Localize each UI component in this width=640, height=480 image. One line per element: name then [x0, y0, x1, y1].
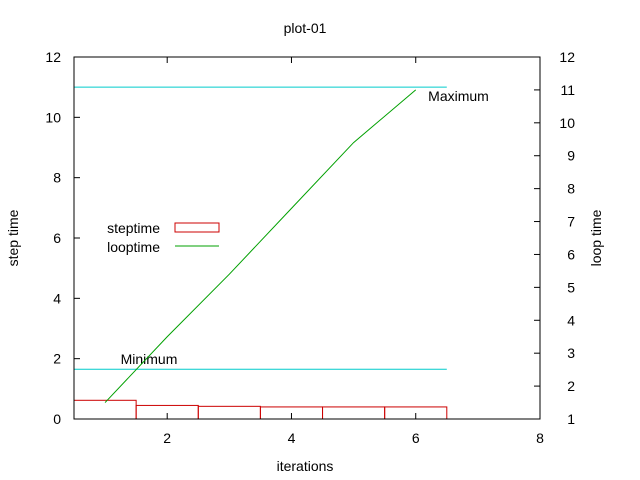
chart-title: plot-01	[284, 20, 327, 36]
y2-tick-label: 11	[560, 82, 575, 98]
steptime-bar	[73, 399, 137, 420]
y2-axis-label: loop time	[588, 209, 604, 266]
x-tick-label: 6	[412, 430, 420, 446]
legend: steptime looptime	[107, 220, 220, 255]
reference-label-maximum: Maximum	[428, 88, 489, 104]
y-axis-label: step time	[5, 209, 21, 266]
y-tick-label: 4	[53, 290, 61, 306]
y-tick-label: 6	[53, 230, 61, 246]
looptime-line	[104, 89, 417, 403]
y2-tick-label: 1	[567, 411, 575, 427]
looptime-line-layer	[104, 89, 417, 403]
x-tick-label: 4	[288, 430, 296, 446]
y2-tick-label: 5	[567, 279, 575, 295]
steptime-bar	[197, 405, 261, 420]
y2-tick-label: 6	[567, 246, 575, 262]
y2-tick-label: 12	[559, 49, 575, 65]
x-axis-label: iterations	[277, 458, 334, 474]
x-tick-label: 2	[163, 430, 171, 446]
y-tick-label: 10	[45, 109, 61, 125]
y2-tick-label: 2	[567, 378, 575, 394]
x-tick-label: 8	[536, 430, 544, 446]
y2-tick-label: 8	[567, 181, 575, 197]
y-tick-label: 0	[53, 411, 61, 427]
y-tick-label: 2	[53, 351, 61, 367]
y2-tick-label: 4	[567, 312, 575, 328]
y-tick-label: 8	[53, 170, 61, 186]
plot-frame	[73, 56, 541, 420]
steptime-bars	[73, 399, 448, 420]
y2-tick-label: 9	[567, 148, 575, 164]
legend-label-steptime: steptime	[107, 220, 160, 236]
y-tick-label: 12	[45, 49, 61, 65]
steptime-bar	[322, 406, 386, 420]
y2-tick-label: 10	[559, 115, 575, 131]
y2-tick-label: 7	[567, 214, 575, 230]
reference-lines: Maximum Minimum	[74, 86, 489, 370]
legend-label-looptime: looptime	[107, 239, 160, 255]
y2-tick-label: 3	[567, 345, 575, 361]
legend-swatch-steptime	[174, 222, 220, 233]
reference-label-minimum: Minimum	[121, 351, 178, 367]
